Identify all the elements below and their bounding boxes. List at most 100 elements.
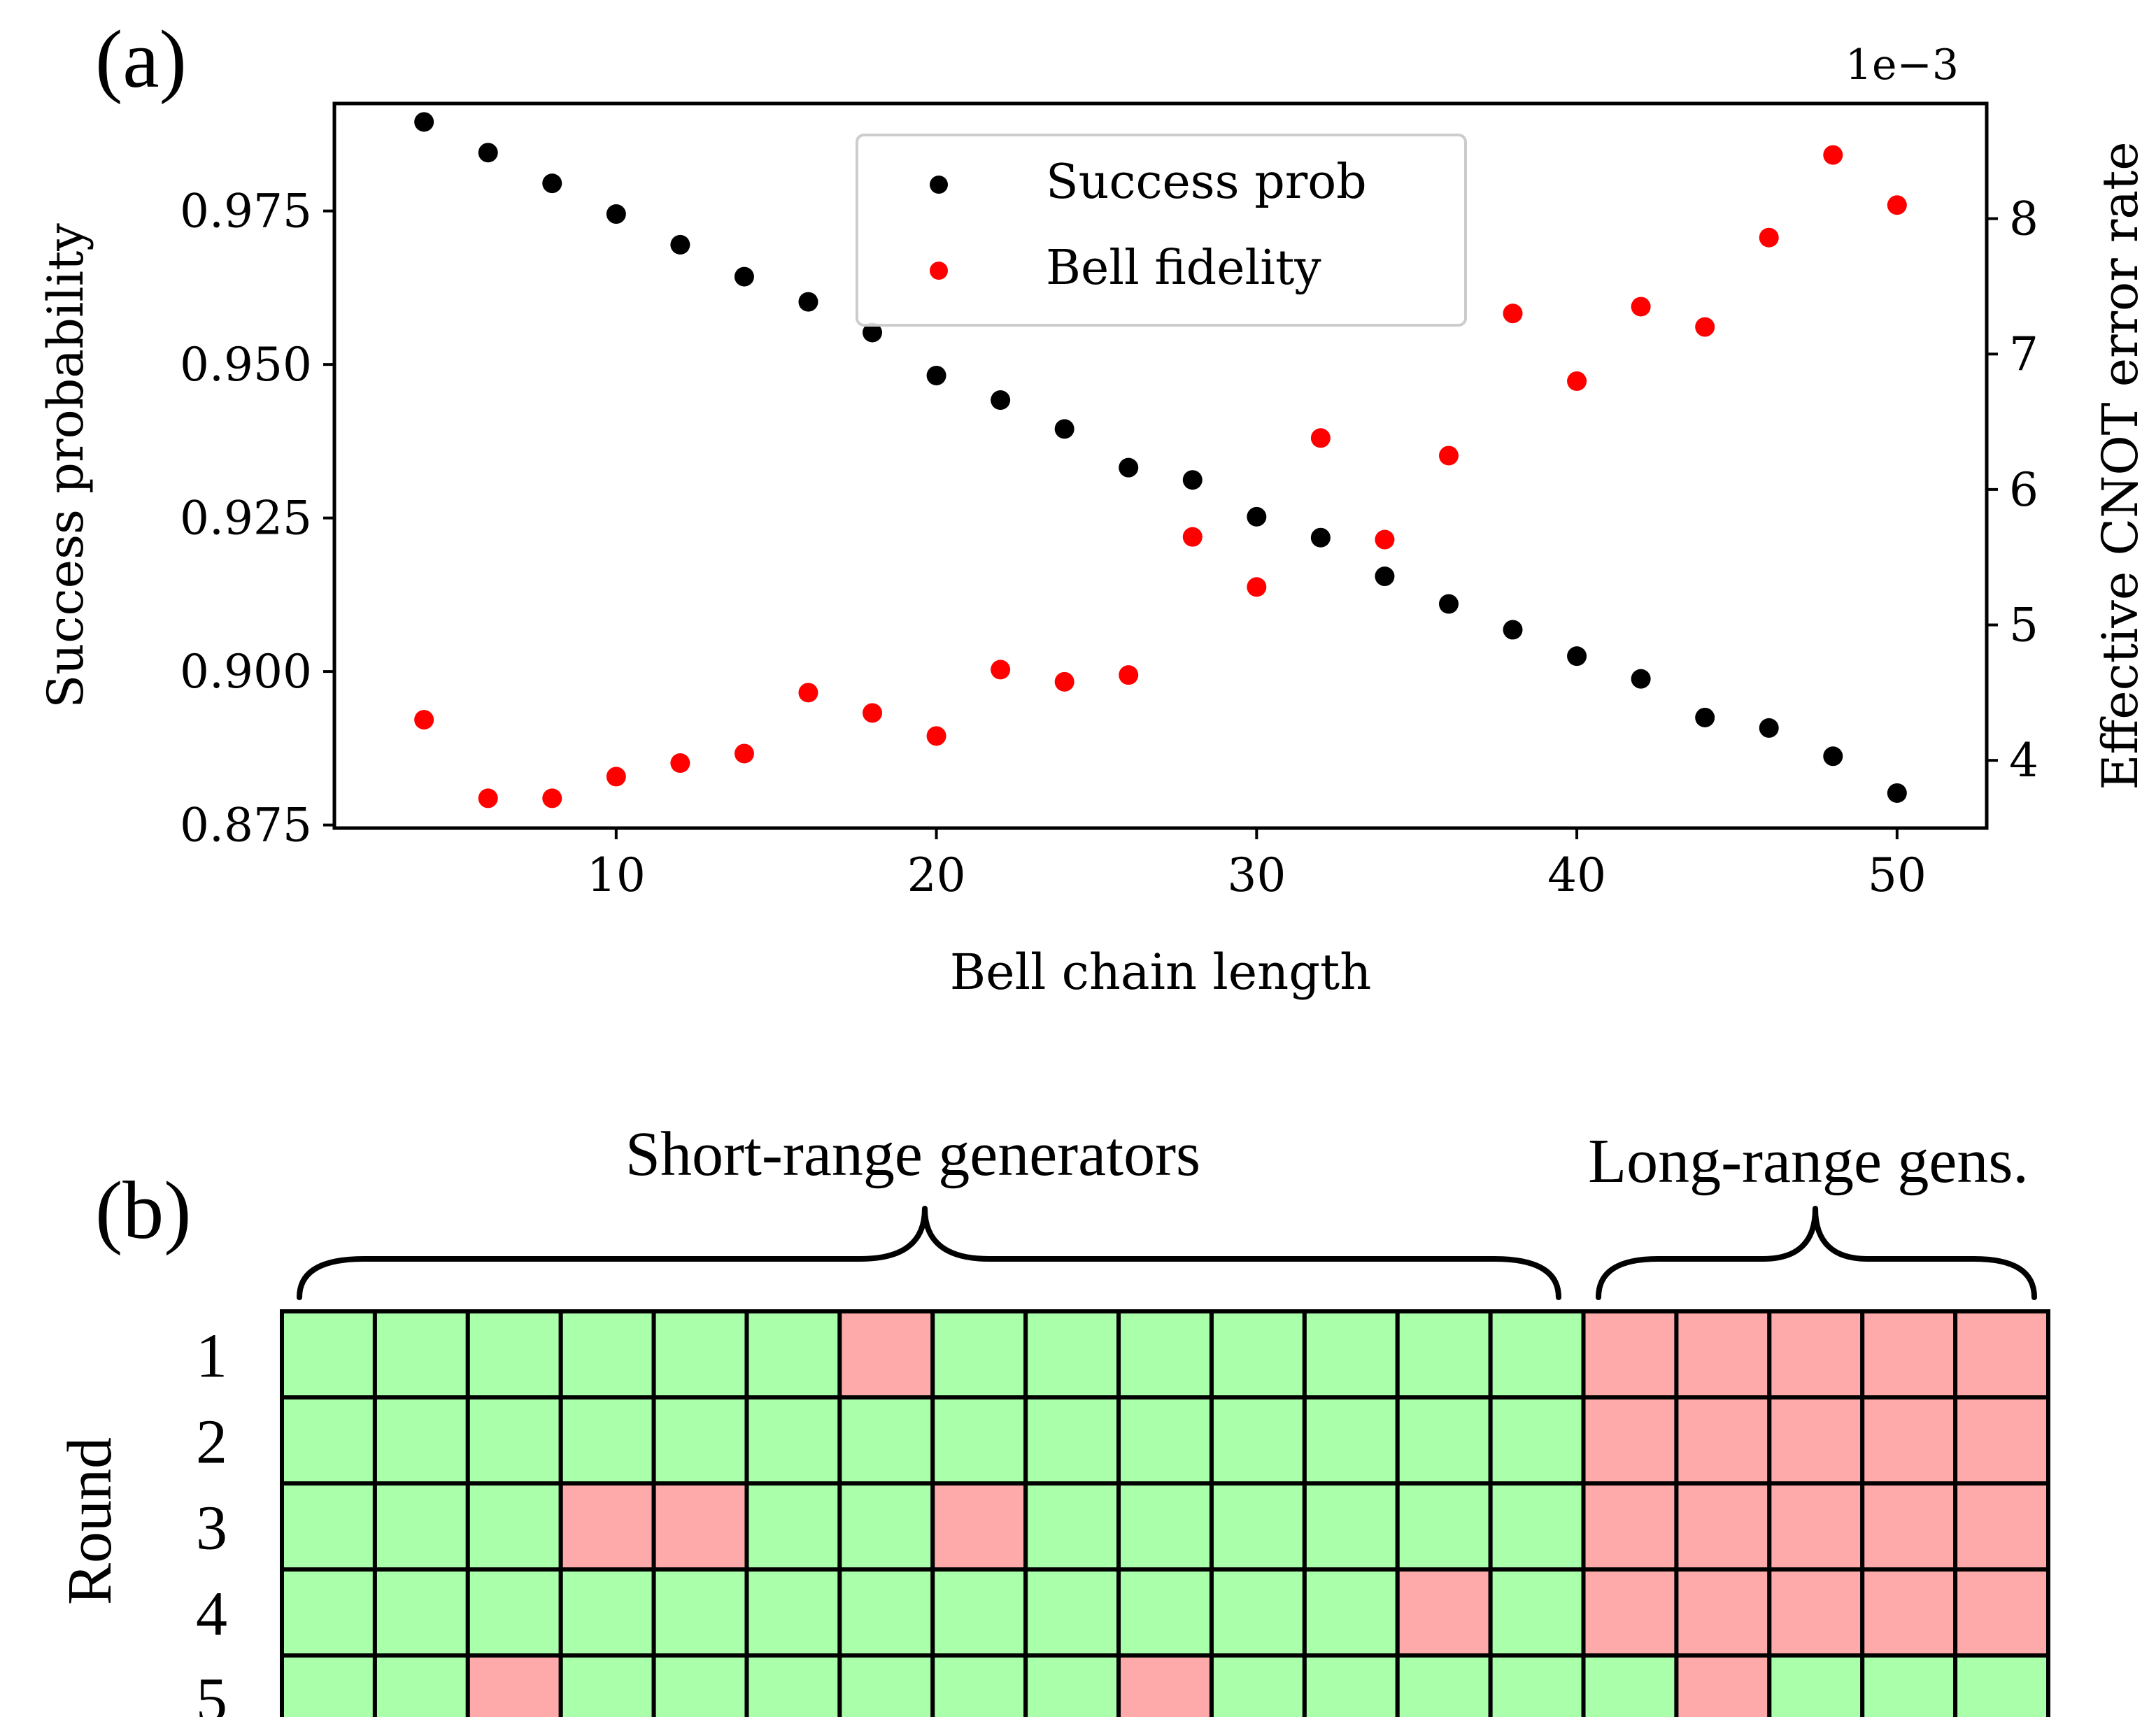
x-tick-label: 30 (1227, 848, 1286, 902)
round-3-cell-13-pass (1395, 1481, 1493, 1572)
round-4-cell-6-pass (744, 1567, 842, 1658)
round-5-cell-10-fail (1116, 1653, 1214, 1717)
panel-b-heatmap: (b) Short-range generators Long-range ge… (55, 1120, 2050, 1717)
group-label-long-range: Long-range gens. (1588, 1127, 2029, 1196)
round-1-cell-10-pass (1116, 1309, 1214, 1399)
round-1-cell-5-pass (651, 1309, 749, 1399)
bell-fidelity-point (1759, 227, 1779, 248)
round-labels: 1 2 3 4 5 (196, 1322, 227, 1717)
round-4-cell-18-fail (1860, 1567, 1958, 1658)
panel-a-scatter: (a) 1e−3 10 20 30 40 50 0.875 0.900 0.925 0.950 0… (37, 13, 2149, 1001)
group-label-short-range: Short-range generators (625, 1120, 1200, 1189)
round-1-cell-6-pass (744, 1309, 842, 1399)
round-2-cell-2-pass (372, 1395, 470, 1486)
x-tick-label: 20 (907, 848, 966, 902)
round-2-cell-9-pass (1023, 1395, 1121, 1486)
bell-fidelity-point (1823, 145, 1843, 165)
success-prob-point (1695, 707, 1715, 727)
bell-fidelity-point (1182, 527, 1203, 547)
round-5-cell-11-pass (1209, 1653, 1307, 1717)
round-3-cell-15-fail (1581, 1481, 1679, 1572)
round-4-cell-16-fail (1674, 1567, 1772, 1658)
round-1-cell-3-pass (465, 1309, 563, 1399)
success-prob-point (478, 143, 498, 163)
success-prob-point (414, 112, 434, 132)
bell-fidelity-point (1119, 665, 1139, 685)
bell-fidelity-point (1695, 317, 1715, 337)
bell-fidelity-point (1375, 529, 1395, 550)
brace-long-range (1596, 1206, 2037, 1300)
legend-marker-success (930, 176, 948, 194)
round-3-cell-9-pass (1023, 1481, 1121, 1572)
success-prob-point (863, 322, 883, 343)
round-3-cell-1-pass (280, 1481, 377, 1572)
round-3-cell-7-pass (837, 1481, 935, 1572)
bell-fidelity-point (798, 683, 818, 703)
round-1-cell-9-pass (1023, 1309, 1121, 1399)
round-2-cell-6-pass (744, 1395, 842, 1486)
round-2-cell-19-fail (1953, 1395, 2050, 1486)
round-2-cell-3-pass (465, 1395, 563, 1486)
y-tick-label: 0.975 (180, 185, 312, 238)
round-4-cell-3-pass (465, 1567, 563, 1658)
round-5-cell-9-pass (1023, 1653, 1121, 1717)
y2-tick-label: 4 (2009, 734, 2038, 788)
round-grid (280, 1309, 2050, 1717)
bell-fidelity-point (670, 753, 690, 774)
round-5-cell-16-fail (1674, 1653, 1772, 1717)
round-3-cell-16-fail (1674, 1481, 1772, 1572)
round-3-cell-18-fail (1860, 1481, 1958, 1572)
round-1-cell-18-fail (1860, 1309, 1958, 1399)
round-1-cell-19-fail (1953, 1309, 2050, 1399)
success-prob-point (734, 266, 754, 287)
success-prob-point (606, 204, 626, 225)
round-4-cell-14-pass (1488, 1567, 1586, 1658)
round-5-cell-1-pass (280, 1653, 377, 1717)
round-2-cell-16-fail (1674, 1395, 1772, 1486)
round-3-cell-11-pass (1209, 1481, 1307, 1572)
round-2-cell-8-pass (930, 1395, 1028, 1486)
success-prob-point (1182, 470, 1203, 490)
success-prob-point (1375, 567, 1395, 587)
success-prob-point (1054, 419, 1075, 439)
legend: Success prob Bell fidelity (856, 134, 1467, 327)
round-5-cell-17-pass (1767, 1653, 1865, 1717)
round-4-cell-17-fail (1767, 1567, 1865, 1658)
success-prob-point (1119, 457, 1139, 478)
bell-fidelity-point (991, 660, 1011, 680)
y-tick-label: 0.875 (180, 799, 312, 853)
round-4-cell-13-fail (1395, 1567, 1493, 1658)
round-3-cell-2-pass (372, 1481, 470, 1572)
round-5-cell-12-pass (1302, 1653, 1400, 1717)
panel-b-label: (b) (95, 1164, 192, 1256)
data-points (414, 112, 1907, 808)
round-4-cell-4-pass (558, 1567, 656, 1658)
plot-frame (332, 101, 1989, 830)
round-3-cell-14-pass (1488, 1481, 1586, 1572)
bell-fidelity-point (926, 726, 946, 746)
success-prob-point (926, 365, 946, 385)
bell-fidelity-point (1631, 297, 1651, 317)
round-label: 2 (196, 1408, 227, 1477)
round-1-cell-16-fail (1674, 1309, 1772, 1399)
success-prob-point (1310, 527, 1331, 548)
round-1-cell-15-fail (1581, 1309, 1679, 1399)
x-axis-label: Bell chain length (950, 943, 1372, 1001)
bell-fidelity-point (414, 710, 434, 730)
round-3-cell-4-fail (558, 1481, 656, 1572)
round-3-cell-5-fail (651, 1481, 749, 1572)
round-label: 4 (196, 1580, 227, 1649)
success-prob-point (1247, 506, 1267, 527)
round-3-cell-10-pass (1116, 1481, 1214, 1572)
round-3-cell-6-pass (744, 1481, 842, 1572)
bell-fidelity-point (1310, 428, 1331, 448)
round-5-cell-8-pass (930, 1653, 1028, 1717)
round-2-cell-12-pass (1302, 1395, 1400, 1486)
success-prob-point (1631, 669, 1651, 689)
y-axis-label: Success probability (37, 223, 94, 708)
round-5-cell-6-pass (744, 1653, 842, 1717)
round-3-cell-3-pass (465, 1481, 563, 1572)
round-5-cell-18-pass (1860, 1653, 1958, 1717)
round-3-cell-8-fail (930, 1481, 1028, 1572)
